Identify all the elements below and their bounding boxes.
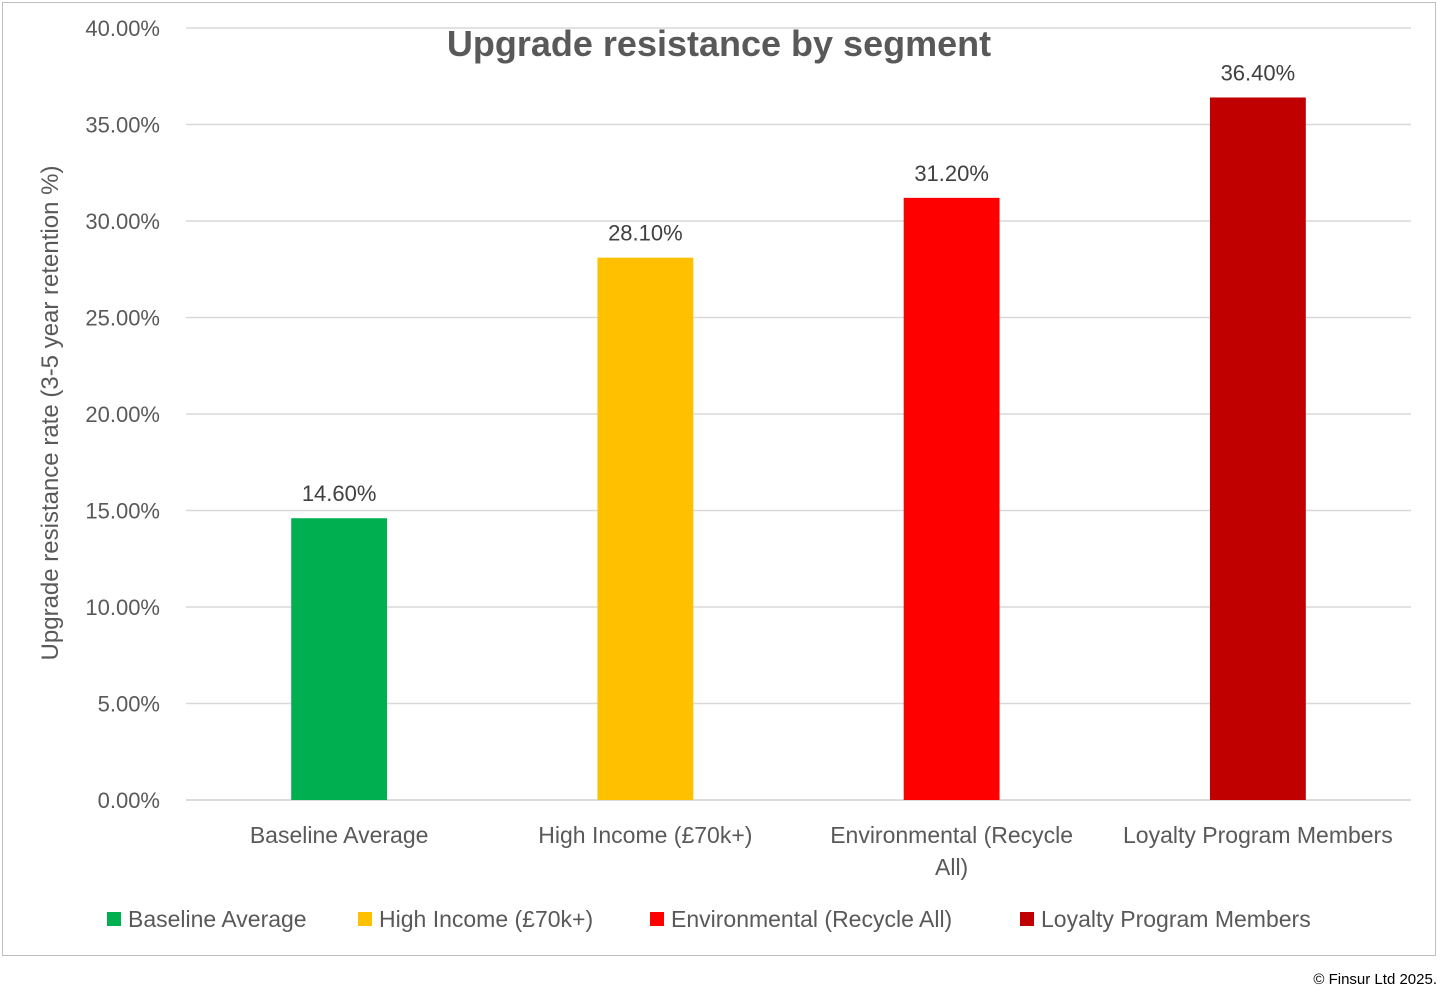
x-tick-label: Loyalty Program Members bbox=[1123, 822, 1393, 848]
x-tick-label: Environmental (Recycle All) bbox=[830, 822, 1073, 880]
y-tick-label: 5.00% bbox=[98, 692, 160, 717]
y-tick-label: 20.00% bbox=[85, 402, 160, 427]
legend-swatch bbox=[1020, 912, 1034, 926]
legend-label: Baseline Average bbox=[128, 906, 307, 932]
legend-swatch bbox=[107, 912, 121, 926]
copyright-notice: © Finsur Ltd 2025. bbox=[1313, 971, 1437, 988]
y-tick-label: 30.00% bbox=[85, 209, 160, 234]
data-label: 36.40% bbox=[1221, 60, 1296, 85]
x-tick-label: High Income (£70k+) bbox=[538, 822, 752, 848]
y-tick-label: 25.00% bbox=[85, 306, 160, 331]
chart-title: Upgrade resistance by segment bbox=[447, 23, 991, 64]
legend-label: Loyalty Program Members bbox=[1041, 906, 1311, 932]
x-tick-label-line: All) bbox=[935, 854, 968, 880]
legend-swatch bbox=[650, 912, 664, 926]
data-label: 14.60% bbox=[302, 481, 377, 506]
chart-area bbox=[2, 2, 1436, 956]
bars bbox=[291, 97, 1306, 801]
x-axis-ticks: Baseline Average High Income (£70k+) Envir… bbox=[250, 822, 1393, 880]
bar bbox=[291, 518, 388, 800]
legend-swatch bbox=[358, 912, 372, 926]
data-labels: 14.60% 28.10% 31.20% 36.40% bbox=[302, 60, 1295, 506]
bar bbox=[597, 257, 694, 800]
data-label: 28.10% bbox=[608, 221, 683, 246]
y-tick-label: 10.00% bbox=[85, 595, 160, 620]
y-tick-label: 15.00% bbox=[85, 499, 160, 524]
y-axis-ticks: 0.00% 5.00% 10.00% 15.00% 20.00% 25.00% 30.00%… bbox=[85, 16, 160, 813]
legend: Baseline Average High Income (£70k+) Envir… bbox=[107, 906, 1311, 932]
y-axis-label: Upgrade resistance rate (3-5 year retent… bbox=[37, 166, 64, 661]
legend-label: Environmental (Recycle All) bbox=[671, 906, 952, 932]
x-tick-label-line: High Income (£70k+) bbox=[538, 822, 752, 848]
x-tick-label-line: Baseline Average bbox=[250, 822, 429, 848]
y-tick-label: 40.00% bbox=[85, 16, 160, 41]
data-label: 31.20% bbox=[914, 161, 989, 186]
bar bbox=[903, 197, 1000, 801]
y-tick-label: 0.00% bbox=[98, 788, 160, 813]
y-tick-label: 35.00% bbox=[85, 113, 160, 138]
bar bbox=[1209, 97, 1306, 801]
x-tick-label-line: Environmental (Recycle bbox=[830, 822, 1073, 848]
legend-label: High Income (£70k+) bbox=[379, 906, 593, 932]
x-tick-label: Baseline Average bbox=[250, 822, 429, 848]
gridlines bbox=[186, 27, 1411, 801]
x-tick-label-line: Loyalty Program Members bbox=[1123, 822, 1393, 848]
